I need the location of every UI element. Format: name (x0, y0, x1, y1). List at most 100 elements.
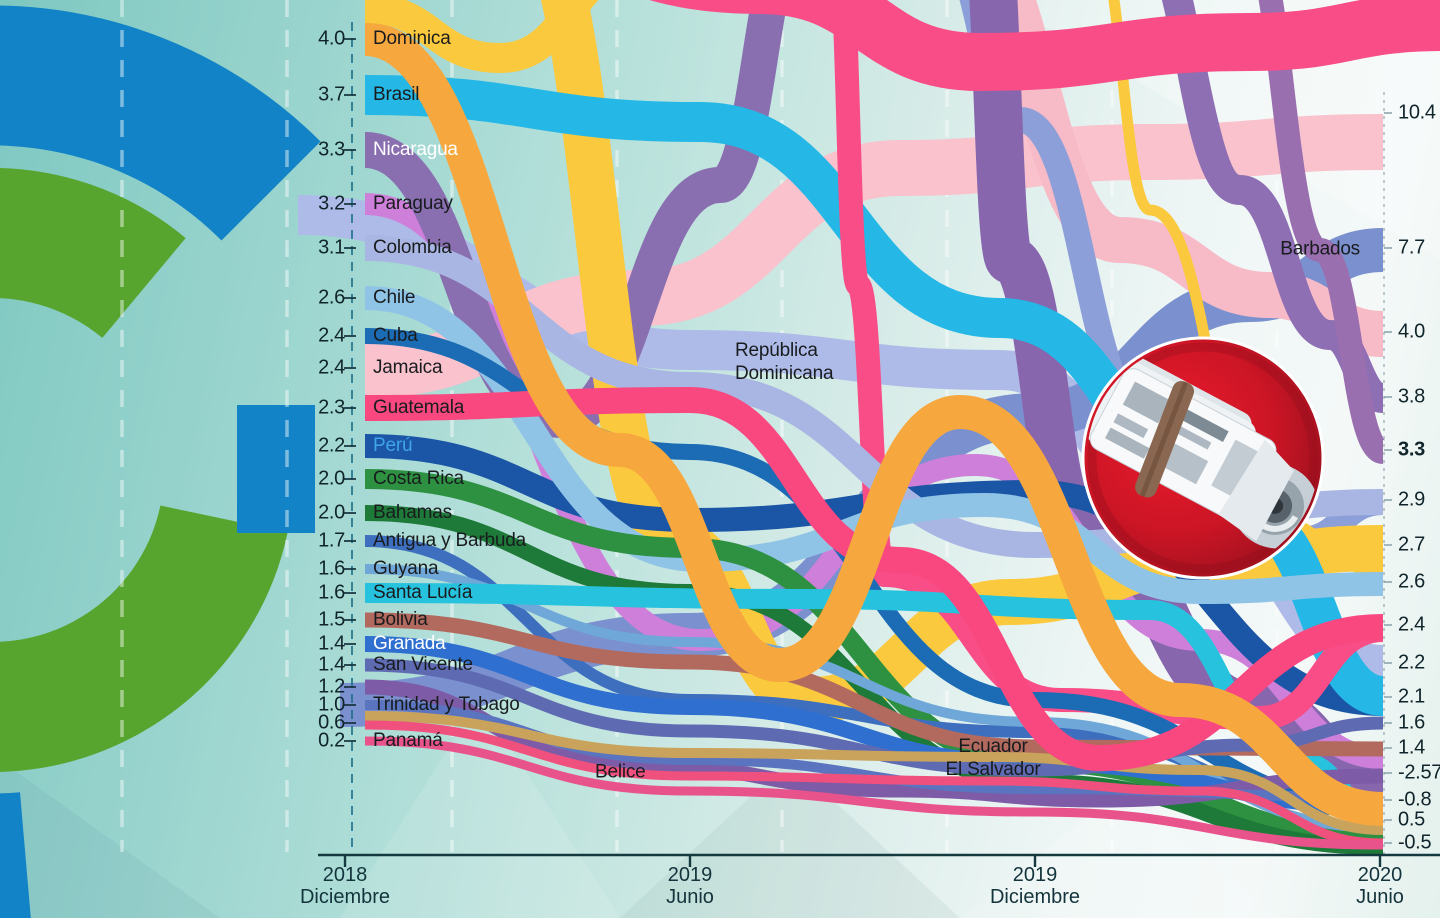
right-axis-value: 1.6 (1398, 711, 1425, 734)
date-month: Junio (1356, 886, 1404, 908)
left-axis-value: 1.4 (318, 632, 345, 655)
flow-ribbon-purple-vert-2 (1258, 0, 1388, 464)
left-axis-value: 0.2 (318, 729, 345, 752)
right-axis-value: 4.0 (1398, 320, 1425, 343)
right-axis-value: 10.4 (1398, 101, 1436, 124)
country-label-start: Colombia (373, 237, 452, 258)
date-year: 2019 (1012, 864, 1058, 886)
left-axis-value: 1.0 (318, 693, 345, 716)
country-label-start: Jamaica (373, 357, 443, 378)
left-axis-value: 2.6 (318, 286, 345, 309)
flow-ribbon-guatemala (364, 386, 1384, 772)
newspaper-icon (1087, 352, 1319, 549)
logo-crossbar (237, 405, 315, 533)
left-axis-value: 1.4 (318, 653, 345, 676)
newspaper-badge (1081, 336, 1325, 580)
left-axis-value: 3.3 (318, 138, 345, 161)
country-label-start: Cuba (373, 325, 418, 346)
left-axis-value: 2.2 (318, 434, 345, 457)
country-label-start: Brasil (373, 84, 420, 105)
left-axis-value: 4.0 (318, 27, 345, 50)
flow-ribbon-chile (364, 286, 1384, 605)
date-year: 2019 (667, 864, 713, 886)
left-axis-value: 2.3 (318, 396, 345, 419)
right-axis-value: 2.6 (1398, 570, 1425, 593)
country-label-start: Paraguay (373, 193, 453, 214)
flow-ribbon-granada (364, 636, 1384, 814)
country-label-start: Nicaragua (373, 139, 458, 160)
date-month: Diciembre (989, 886, 1081, 908)
annotation-ecuador-el-salvador: Ecuador El Salvador (946, 735, 1041, 781)
annotation-barbados: Barbados (1280, 238, 1360, 261)
country-label-start: San Vicente (373, 654, 473, 675)
left-axis-value: 3.1 (318, 236, 345, 259)
left-axis-value: 3.2 (318, 192, 345, 215)
flow-ribbon-yellow-stub (364, 0, 599, 74)
country-label-start: Trinidad y Tobago (373, 694, 520, 715)
left-axis-value: 1.7 (318, 529, 345, 552)
annotation-belice: Belice (595, 761, 646, 784)
annotation-republica-dominicana: República Dominicana (735, 339, 834, 385)
annotation-line: El Salvador (945, 759, 1041, 780)
right-axis-value: 2.9 (1398, 488, 1425, 511)
logo-green-arc (0, 168, 288, 772)
right-axis-value: 2.1 (1398, 685, 1425, 708)
country-label-start: Santa Lucía (373, 582, 473, 603)
flow-ribbon-dominica (363, 22, 1384, 826)
left-axis-value: 0.6 (318, 711, 345, 734)
country-label-start: Chile (373, 287, 416, 308)
country-label-start: Perú (373, 435, 413, 456)
right-axis-value: 3.8 (1398, 385, 1425, 408)
left-axis-value: 1.2 (318, 675, 345, 698)
left-axis-value: 3.7 (318, 83, 345, 106)
country-label-start: Guatemala (373, 397, 465, 418)
logo-blue-arc (0, 5, 321, 918)
annotation-line: República (735, 340, 818, 361)
flow-ribbon-ecuador (364, 711, 1384, 835)
country-label-start: Panamá (373, 730, 443, 751)
right-axis-value: 7.7 (1398, 236, 1425, 259)
left-axis-value: 2.0 (318, 467, 345, 490)
country-label-start: Costa Rica (373, 468, 464, 489)
publisher-logo (0, 5, 321, 918)
left-axis-ticks (344, 38, 356, 742)
left-axis-value: 2.0 (318, 501, 345, 524)
right-axis-value: 3.3 (1398, 438, 1425, 461)
axes (318, 22, 1440, 867)
country-label-start: Bahamas (373, 502, 452, 523)
bottom-axis-ticks (343, 855, 1382, 867)
right-axis-value: 1.4 (1398, 736, 1425, 759)
right-axis-value: 2.4 (1398, 613, 1425, 636)
left-axis-value: 2.4 (318, 356, 345, 379)
right-axis-value: -0.5 (1398, 831, 1432, 854)
country-label-start: Bolivia (373, 609, 428, 630)
date-year: 2018 (322, 864, 368, 886)
right-axis-value: 0.5 (1398, 808, 1425, 831)
date-month: Junio (666, 886, 714, 908)
flow-ribbon-el-salvador (364, 720, 1384, 848)
right-axis-value: -0.8 (1398, 788, 1432, 811)
country-label-start: Dominica (373, 28, 451, 49)
right-axis-ticks (1384, 112, 1392, 844)
right-axis-value: 2.7 (1398, 533, 1425, 556)
left-axis-value: 2.4 (318, 324, 345, 347)
country-label-start: Granada (373, 633, 446, 654)
date-month: Diciembre (299, 886, 391, 908)
date-label: 2020 Junio (1356, 864, 1404, 908)
date-label: 2019 Diciembre (990, 864, 1080, 908)
annotation-line: Belice (595, 761, 646, 783)
annotation-line: Barbados (1280, 238, 1360, 260)
left-axis-value: 1.6 (318, 557, 345, 580)
date-year: 2020 (1357, 864, 1403, 886)
left-axis-value: 1.6 (318, 581, 345, 604)
country-label-start: Antigua y Barbuda (373, 530, 526, 551)
date-label: 2018 Diciembre (300, 864, 390, 908)
country-label-start: Guyana (373, 558, 439, 579)
right-axis-value: -2.57 (1398, 761, 1440, 784)
annotation-line: Ecuador (958, 736, 1028, 757)
annotation-line: Dominicana (735, 363, 834, 384)
left-axis-value: 1.5 (318, 608, 345, 631)
flow-ribbon-top-hot-pink (649, 0, 1440, 92)
